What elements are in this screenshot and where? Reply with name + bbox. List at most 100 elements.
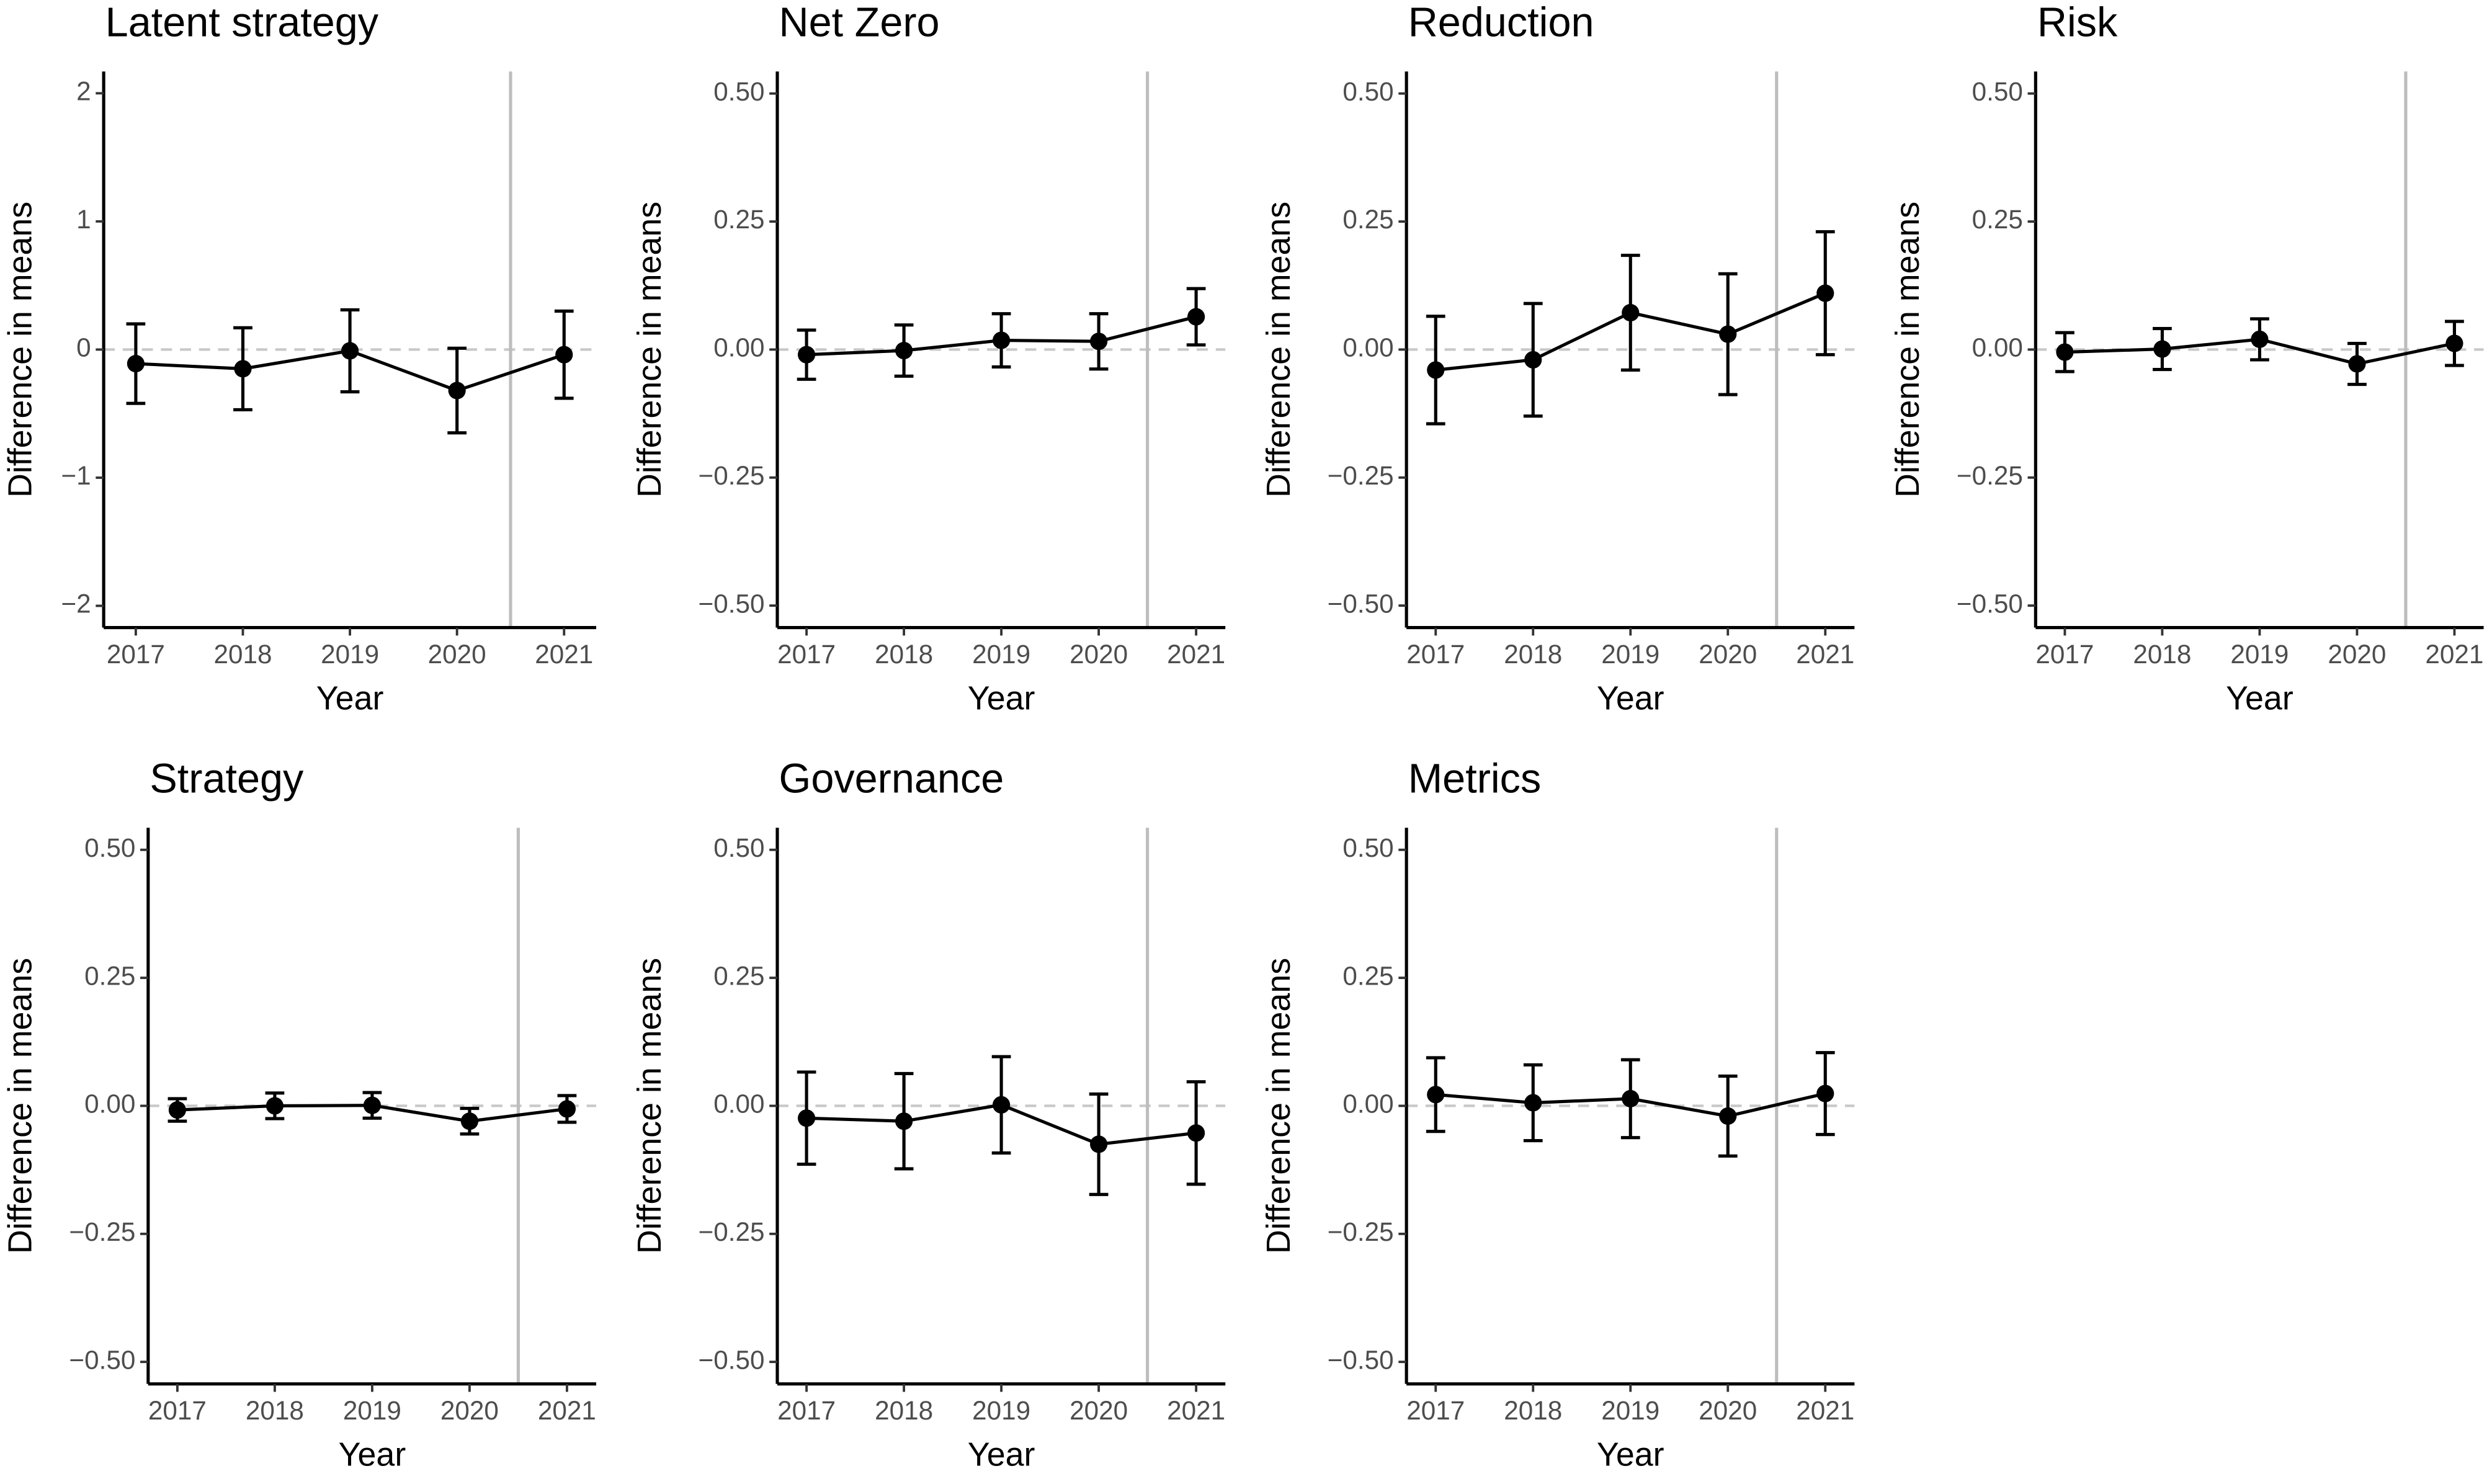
x-tick-label: 2021 <box>1167 1396 1225 1425</box>
x-axis-title: Year <box>316 680 384 717</box>
data-point <box>341 342 359 360</box>
y-tick-label: −0.50 <box>1328 1345 1394 1374</box>
data-point <box>895 1112 913 1130</box>
x-tick-label: 2018 <box>875 640 933 669</box>
x-tick-label: 2020 <box>1070 640 1128 669</box>
data-point <box>1524 1094 1542 1112</box>
panel-title: Risk <box>2037 0 2118 46</box>
data-point <box>1090 1135 1108 1153</box>
x-tick-label: 2018 <box>1504 1396 1562 1425</box>
panel: Latent strategy Difference in means Year −2… <box>2 0 597 717</box>
data-point <box>1090 333 1108 351</box>
data-point <box>1816 284 1834 302</box>
data-point <box>2153 340 2171 358</box>
data-point <box>1719 1107 1737 1125</box>
data-point <box>1719 325 1737 343</box>
y-tick-label: −0.50 <box>1957 589 2023 618</box>
x-tick-label: 2017 <box>107 640 165 669</box>
x-tick-label: 2018 <box>246 1396 304 1425</box>
y-tick-label: −0.25 <box>1957 461 2023 490</box>
data-point <box>993 331 1011 349</box>
x-tick-label: 2019 <box>1601 1396 1659 1425</box>
x-tick-label: 2021 <box>535 640 593 669</box>
y-axis-title: Difference in means <box>1260 958 1297 1254</box>
panel-title: Latent strategy <box>105 0 379 46</box>
x-tick-label: 2019 <box>972 640 1030 669</box>
y-tick-label: 0.25 <box>1972 205 2023 234</box>
x-tick-label: 2020 <box>2328 640 2386 669</box>
y-tick-label: 0.50 <box>84 833 135 862</box>
panel: Net Zero Difference in means Year −0.50 −0.2… <box>631 0 1226 717</box>
y-tick-label: 2 <box>76 77 91 106</box>
y-tick-label: −0.50 <box>699 1345 765 1374</box>
x-tick-label: 2017 <box>777 640 836 669</box>
x-tick-label: 2017 <box>777 1396 836 1425</box>
data-point <box>448 382 466 400</box>
x-axis-title: Year <box>968 680 1035 717</box>
y-tick-label: −1 <box>61 461 91 490</box>
x-tick-label: 2019 <box>1601 640 1659 669</box>
x-tick-label: 2019 <box>972 1396 1030 1425</box>
x-tick-label: 2020 <box>1699 640 1757 669</box>
x-tick-label: 2019 <box>343 1396 401 1425</box>
x-tick-label: 2017 <box>2035 640 2094 669</box>
x-tick-label: 2021 <box>1796 1396 1854 1425</box>
x-axis-title: Year <box>968 1436 1035 1473</box>
y-tick-label: −0.50 <box>699 589 765 618</box>
data-point <box>363 1096 382 1114</box>
y-axis-title: Difference in means <box>631 958 668 1254</box>
data-point <box>234 360 252 378</box>
y-tick-label: 0.50 <box>1342 77 1393 106</box>
x-tick-label: 2020 <box>1699 1396 1757 1425</box>
data-point <box>555 346 573 364</box>
y-tick-label: −0.50 <box>1328 589 1394 618</box>
y-tick-label: 0.00 <box>1342 1089 1393 1119</box>
data-point <box>558 1100 576 1118</box>
y-tick-label: −0.50 <box>69 1345 135 1374</box>
data-point <box>266 1097 284 1115</box>
panel-title: Reduction <box>1408 0 1594 46</box>
data-point <box>2348 355 2366 373</box>
data-point <box>1524 351 1542 369</box>
x-tick-label: 2021 <box>538 1396 596 1425</box>
data-point <box>2445 334 2463 352</box>
panel: Metrics Difference in means Year −0.50 −0.25… <box>1260 756 1855 1473</box>
y-tick-label: 0.50 <box>713 833 764 862</box>
y-axis-title: Difference in means <box>2 202 39 498</box>
y-tick-label: 0 <box>76 333 91 362</box>
x-tick-label: 2019 <box>321 640 379 669</box>
data-point <box>168 1101 187 1119</box>
data-point <box>1427 361 1445 379</box>
x-axis-title: Year <box>339 1436 406 1473</box>
y-tick-label: −0.25 <box>1328 1217 1394 1246</box>
y-tick-label: 0.25 <box>84 961 135 990</box>
data-point <box>1187 1124 1205 1142</box>
y-tick-label: 0.00 <box>1342 333 1393 362</box>
x-tick-label: 2017 <box>1406 640 1465 669</box>
y-tick-label: 0.00 <box>1972 333 2023 362</box>
y-tick-label: 1 <box>76 205 91 234</box>
y-tick-label: −2 <box>61 589 91 619</box>
x-tick-label: 2018 <box>1504 640 1562 669</box>
x-axis-title: Year <box>1597 1436 1664 1473</box>
panel-title: Net Zero <box>779 0 940 46</box>
data-point <box>798 346 816 364</box>
y-tick-label: −0.25 <box>69 1217 135 1246</box>
panel: Strategy Difference in means Year −0.50 −0.2… <box>2 756 597 1473</box>
y-tick-label: −0.25 <box>699 461 765 490</box>
x-axis-title: Year <box>1597 680 1664 717</box>
y-axis-title: Difference in means <box>631 202 668 498</box>
panel-title: Metrics <box>1408 756 1542 802</box>
data-point <box>895 341 913 360</box>
y-tick-label: 0.00 <box>84 1089 135 1119</box>
data-point <box>798 1109 816 1127</box>
y-tick-label: 0.50 <box>1342 833 1393 862</box>
x-tick-label: 2019 <box>2230 640 2289 669</box>
y-tick-label: 0.25 <box>713 961 764 990</box>
x-tick-label: 2021 <box>2425 640 2483 669</box>
y-tick-label: −0.25 <box>1328 461 1394 490</box>
data-point <box>127 355 145 373</box>
panel: Risk Difference in means Year −0.50 −0.25 0.0… <box>1889 0 2484 717</box>
y-tick-label: 0.50 <box>1972 77 2023 106</box>
